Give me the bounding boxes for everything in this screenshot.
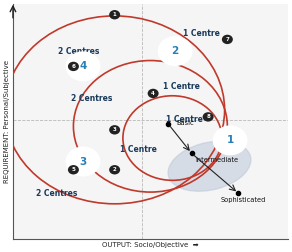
Circle shape [67, 147, 100, 176]
Circle shape [109, 125, 120, 135]
Text: Intermediate: Intermediate [195, 157, 238, 163]
Text: 1 Centre: 1 Centre [183, 29, 220, 38]
Circle shape [222, 35, 233, 44]
Text: 1: 1 [113, 12, 117, 17]
Text: 1: 1 [227, 135, 234, 145]
Text: 5: 5 [72, 167, 75, 172]
Text: 7: 7 [225, 37, 229, 42]
Text: 6: 6 [72, 64, 75, 69]
Text: 4: 4 [79, 61, 87, 71]
Circle shape [214, 126, 247, 154]
Circle shape [203, 112, 214, 122]
Text: 2: 2 [171, 46, 179, 56]
Circle shape [148, 89, 159, 98]
Circle shape [109, 10, 120, 19]
Text: 3: 3 [79, 156, 87, 167]
Text: 3: 3 [113, 127, 117, 132]
Text: Sophisticated: Sophisticated [220, 197, 266, 203]
Text: 2 Centres: 2 Centres [71, 94, 112, 103]
Text: 1 Centre: 1 Centre [120, 145, 157, 154]
Text: 1 Centre: 1 Centre [163, 82, 200, 91]
Text: 8: 8 [206, 114, 210, 119]
Y-axis label: REQUIREMENT: Personal/Subjective: REQUIREMENT: Personal/Subjective [4, 60, 10, 183]
Text: 4: 4 [151, 91, 155, 96]
Circle shape [159, 37, 192, 65]
Circle shape [67, 52, 100, 80]
Ellipse shape [168, 141, 251, 191]
Circle shape [68, 165, 79, 174]
Text: 1 Centre: 1 Centre [166, 115, 202, 124]
Circle shape [109, 165, 120, 174]
Text: Basic: Basic [176, 120, 194, 126]
X-axis label: OUTPUT: Socio/Objective  ➡: OUTPUT: Socio/Objective ➡ [102, 242, 199, 248]
Text: 2 Centres: 2 Centres [58, 47, 100, 56]
Text: 2: 2 [113, 167, 117, 172]
Circle shape [68, 62, 79, 71]
Text: 2 Centres: 2 Centres [36, 189, 78, 198]
